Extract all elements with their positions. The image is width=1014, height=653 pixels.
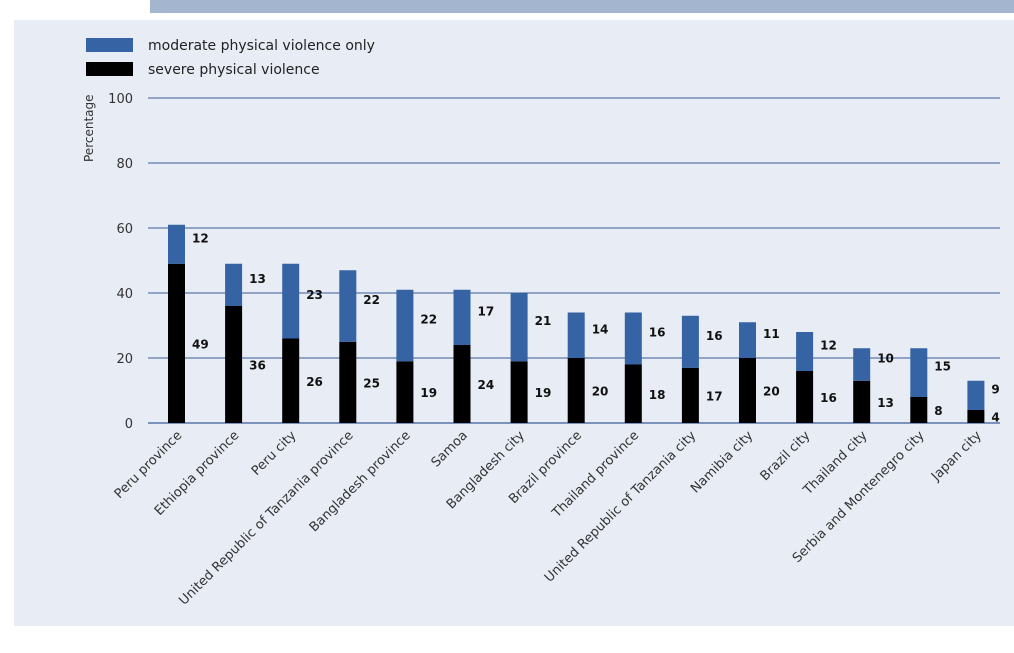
bar-moderate-13: [910, 348, 928, 397]
value-label-severe-10: 20: [763, 385, 780, 399]
bar-severe-12: [853, 380, 871, 423]
value-label-severe-2: 26: [306, 375, 323, 389]
value-label-moderate-7: 14: [592, 322, 609, 336]
value-label-severe-7: 20: [592, 385, 609, 399]
bar-severe-7: [567, 358, 585, 423]
category-label-14: Japan city: [928, 428, 985, 485]
y-tick-label-100: 100: [108, 92, 133, 107]
bar-severe-3: [339, 341, 357, 423]
value-label-moderate-9: 16: [706, 329, 723, 343]
y-tick-labels: 0 20 40 60 80 100: [108, 92, 133, 432]
bar-severe-11: [796, 371, 814, 423]
y-tick-label-0: 0: [125, 417, 133, 432]
value-label-moderate-11: 12: [820, 339, 837, 353]
bar-moderate-12: [853, 348, 871, 381]
category-label-2: Peru city: [249, 428, 300, 479]
value-label-moderate-3: 22: [363, 293, 380, 307]
value-label-severe-1: 36: [249, 359, 266, 373]
bar-moderate-4: [396, 289, 414, 362]
category-label-5: Samoa: [429, 428, 471, 470]
value-label-severe-5: 24: [478, 378, 495, 392]
value-label-severe-14: 4: [991, 411, 999, 425]
value-label-severe-9: 17: [706, 389, 723, 403]
value-label-moderate-10: 11: [763, 327, 780, 341]
bar-severe-9: [681, 367, 699, 423]
bar-severe-1: [225, 306, 243, 423]
value-label-severe-4: 19: [420, 386, 437, 400]
bar-severe-14: [967, 410, 985, 423]
value-label-moderate-14: 9: [991, 382, 999, 396]
value-label-moderate-6: 21: [535, 314, 552, 328]
bar-moderate-6: [510, 293, 528, 362]
title-banner: [150, 0, 1014, 13]
bar-severe-13: [910, 397, 928, 423]
y-tick-label-20: 20: [116, 352, 133, 367]
value-label-moderate-13: 15: [934, 360, 951, 374]
legend-swatch-moderate: [86, 38, 133, 52]
bar-moderate-0: [168, 224, 185, 264]
legend-swatch-severe: [86, 62, 133, 76]
value-label-moderate-2: 23: [306, 288, 323, 302]
category-label-11: Brazil city: [758, 428, 814, 484]
y-tick-label-80: 80: [116, 157, 133, 172]
value-label-severe-0: 49: [192, 337, 209, 351]
bar-moderate-7: [567, 312, 585, 358]
bar-severe-4: [396, 361, 414, 423]
value-label-severe-6: 19: [535, 386, 552, 400]
legend-label-moderate: moderate physical violence only: [148, 38, 375, 54]
category-label-4: Bangladesh province: [307, 428, 414, 535]
bar-severe-5: [453, 345, 471, 423]
value-label-severe-12: 13: [877, 396, 894, 410]
value-label-severe-11: 16: [820, 391, 837, 405]
value-label-moderate-5: 17: [478, 304, 495, 318]
y-axis-label: Percentage: [82, 94, 96, 162]
value-label-severe-8: 18: [649, 388, 666, 402]
value-label-severe-3: 25: [363, 376, 380, 390]
bar-severe-2: [282, 338, 300, 423]
bar-moderate-8: [624, 312, 642, 365]
y-tick-label-40: 40: [116, 287, 133, 302]
value-label-moderate-1: 13: [249, 272, 266, 286]
value-label-moderate-8: 16: [649, 326, 666, 340]
bar-severe-8: [624, 364, 642, 423]
bar-moderate-5: [453, 289, 471, 345]
legend: moderate physical violence only severe p…: [86, 38, 375, 78]
bars: [168, 224, 985, 423]
bar-moderate-2: [282, 263, 300, 339]
bar-moderate-14: [967, 380, 985, 410]
bar-severe-0: [168, 263, 185, 423]
bar-moderate-3: [339, 270, 357, 342]
bar-moderate-9: [681, 315, 699, 368]
value-label-moderate-4: 22: [420, 313, 437, 327]
value-label-moderate-0: 12: [192, 231, 209, 245]
value-label-severe-13: 8: [934, 404, 942, 418]
bar-severe-10: [739, 358, 756, 423]
bar-moderate-1: [225, 263, 243, 306]
value-labels: 4912361326232522192224171921201418161716…: [192, 231, 1000, 424]
bar-moderate-10: [739, 322, 756, 358]
bar-severe-6: [510, 361, 528, 423]
bar-moderate-11: [796, 332, 814, 371]
value-label-moderate-12: 10: [877, 352, 894, 366]
legend-label-severe: severe physical violence: [148, 62, 320, 78]
y-tick-label-60: 60: [116, 222, 133, 237]
